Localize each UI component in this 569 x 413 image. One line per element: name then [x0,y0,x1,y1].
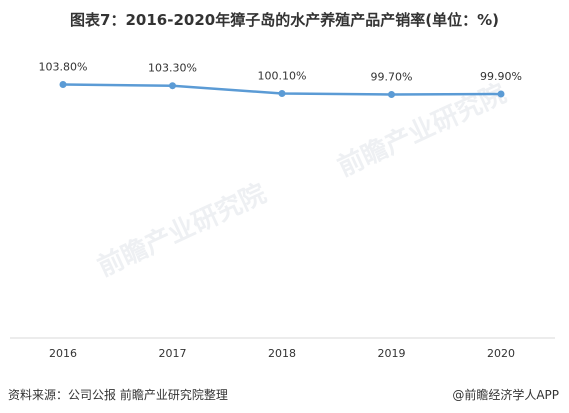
source-note: 资料来源：公司公报 前瞻产业研究院整理 [8,388,228,402]
data-label: 99.90% [480,70,522,83]
brand-credit: @前瞻经济学人APP [452,388,559,402]
x-tick-label: 2019 [378,347,406,360]
x-tick-label: 2016 [49,347,77,360]
x-tick-label: 2020 [487,347,515,360]
data-label: 103.30% [148,62,197,75]
data-label: 103.80% [39,60,88,73]
x-tick-label: 2018 [268,347,296,360]
data-label-layer: 103.80% 103.30% 100.10% 99.70% 99.90% [39,60,522,83]
data-point [278,90,286,98]
data-point [59,80,67,88]
data-point [388,91,395,99]
data-point [497,90,505,98]
x-tick-label-layer: 2016 2017 2018 2019 2020 [49,347,515,360]
data-point [169,82,176,90]
x-tick-label: 2017 [159,347,187,360]
data-label: 100.10% [258,70,307,83]
chart-title: 图表7：2016-2020年獐子岛的水产养殖产品产销率(单位：%) [70,11,499,29]
data-label: 99.70% [371,71,413,84]
series-layer [59,80,505,99]
